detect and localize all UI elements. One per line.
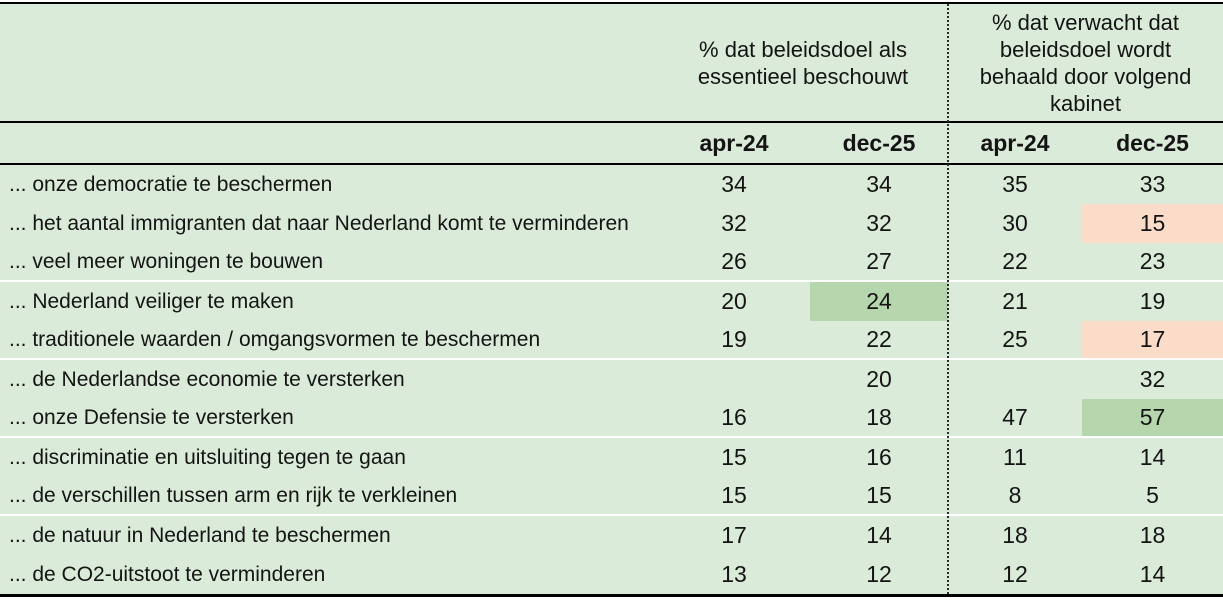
value-cell: 18: [866, 404, 892, 430]
value-cell: 14: [1139, 444, 1166, 470]
row-label: ... het aantal immigranten dat naar Nede…: [9, 211, 629, 235]
value-cell: [658, 360, 810, 399]
table-row: ... het aantal immigranten dat naar Nede…: [0, 204, 1223, 243]
value-cell: 34: [866, 171, 892, 197]
value-cell: 57: [1082, 399, 1223, 436]
value-cell: 32: [721, 210, 747, 236]
column-header-dec25-verwacht: dec-25: [1116, 129, 1189, 156]
group-header-essentieel-label: % dat beleidsdoel als essentieel beschou…: [697, 36, 909, 89]
column-header-dec25-essentieel: dec-25: [842, 129, 916, 156]
group-header-essentieel: % dat beleidsdoel als essentieel beschou…: [658, 4, 948, 121]
row-label: ... de natuur in Nederland te beschermen: [9, 523, 391, 547]
value-cell: 14: [1139, 561, 1166, 587]
table-row: ... de CO2-uitstoot te verminderen 13 12 12…: [0, 555, 1223, 594]
table-row: ... veel meer woningen te bouwen 26 27 22 23: [0, 243, 1223, 282]
table-row: ... onze Defensie te versterken 16 18 47 57: [0, 399, 1223, 438]
row-label: ... de verschillen tussen arm en rijk te…: [9, 483, 458, 507]
row-label: ... traditionele waarden / omgangsvormen…: [9, 327, 541, 351]
value-cell: 20: [866, 366, 892, 392]
value-cell: 23: [1139, 248, 1166, 274]
value-cell: 15: [721, 482, 747, 508]
value-cell: 15: [1082, 204, 1223, 243]
value-cell: 34: [721, 171, 747, 197]
value-cell: 8: [1008, 482, 1022, 508]
value-cell: 27: [866, 248, 892, 274]
value-cell: 18: [1002, 522, 1028, 548]
value-cell: 18: [1139, 522, 1166, 548]
value-cell: [948, 360, 1082, 399]
row-label: ... onze Defensie te versterken: [9, 405, 294, 429]
value-cell: 14: [866, 522, 892, 548]
value-cell: 19: [721, 326, 747, 352]
row-label: ... de CO2-uitstoot te verminderen: [9, 562, 326, 586]
value-cell: 47: [1002, 404, 1028, 430]
value-cell: 26: [721, 248, 747, 274]
value-cell: 12: [1002, 561, 1028, 587]
group-header-empty: [0, 4, 658, 121]
value-cell: 15: [866, 482, 892, 508]
group-header-verwacht-label: % dat verwacht dat beleidsdoel wordt beh…: [979, 9, 1192, 116]
column-header-row: apr-24 dec-25 apr-24 dec-25: [0, 123, 1223, 165]
row-label: ... onze democratie te beschermen: [9, 172, 333, 196]
value-cell: 22: [1002, 248, 1028, 274]
column-header-empty: [0, 123, 658, 163]
value-cell: 13: [721, 561, 747, 587]
value-cell: 5: [1146, 482, 1159, 508]
row-label: ... Nederland veiliger te maken: [9, 289, 294, 313]
table-row: ... Nederland veiliger te maken 20 24 21 19: [0, 282, 1223, 321]
row-label: ... de Nederlandse economie te versterke…: [9, 367, 405, 391]
column-group-divider: [947, 4, 949, 594]
table-row: ... traditionele waarden / omgangsvormen…: [0, 321, 1223, 360]
value-cell: 30: [1002, 210, 1028, 236]
value-cell: 17: [1082, 321, 1223, 358]
value-cell: 24: [810, 282, 948, 321]
value-cell: 20: [721, 288, 747, 314]
group-header-row: % dat beleidsdoel als essentieel beschou…: [0, 4, 1223, 123]
value-cell: 16: [721, 404, 747, 430]
table-row: ... de natuur in Nederland te beschermen…: [0, 516, 1223, 555]
table-body: ... onze democratie te beschermen 34 34 35 3…: [0, 165, 1223, 594]
value-cell: 33: [1139, 171, 1166, 197]
value-cell: 22: [866, 326, 892, 352]
row-label: ... veel meer woningen te bouwen: [9, 249, 324, 273]
table-row: ... discriminatie en uitsluiting tegen t…: [0, 438, 1223, 477]
value-cell: 21: [1002, 288, 1028, 314]
table-row: ... de verschillen tussen arm en rijk te…: [0, 477, 1223, 516]
group-header-verwacht: % dat verwacht dat beleidsdoel wordt beh…: [948, 4, 1223, 121]
column-header-apr24-essentieel: apr-24: [699, 129, 769, 156]
table-row: ... onze democratie te beschermen 34 34 35 3…: [0, 165, 1223, 204]
row-label: ... discriminatie en uitsluiting tegen t…: [9, 445, 406, 469]
value-cell: 35: [1002, 171, 1028, 197]
value-cell: 19: [1139, 288, 1166, 314]
column-header-apr24-verwacht: apr-24: [980, 129, 1050, 156]
value-cell: 17: [721, 522, 747, 548]
value-cell: 32: [866, 210, 892, 236]
value-cell: 15: [721, 444, 747, 470]
value-cell: 12: [866, 561, 892, 587]
value-cell: 25: [1002, 326, 1028, 352]
value-cell: 16: [866, 444, 892, 470]
value-cell: 32: [1139, 366, 1166, 392]
table-row: ... de Nederlandse economie te versterke…: [0, 360, 1223, 399]
value-cell: 11: [1003, 444, 1027, 470]
